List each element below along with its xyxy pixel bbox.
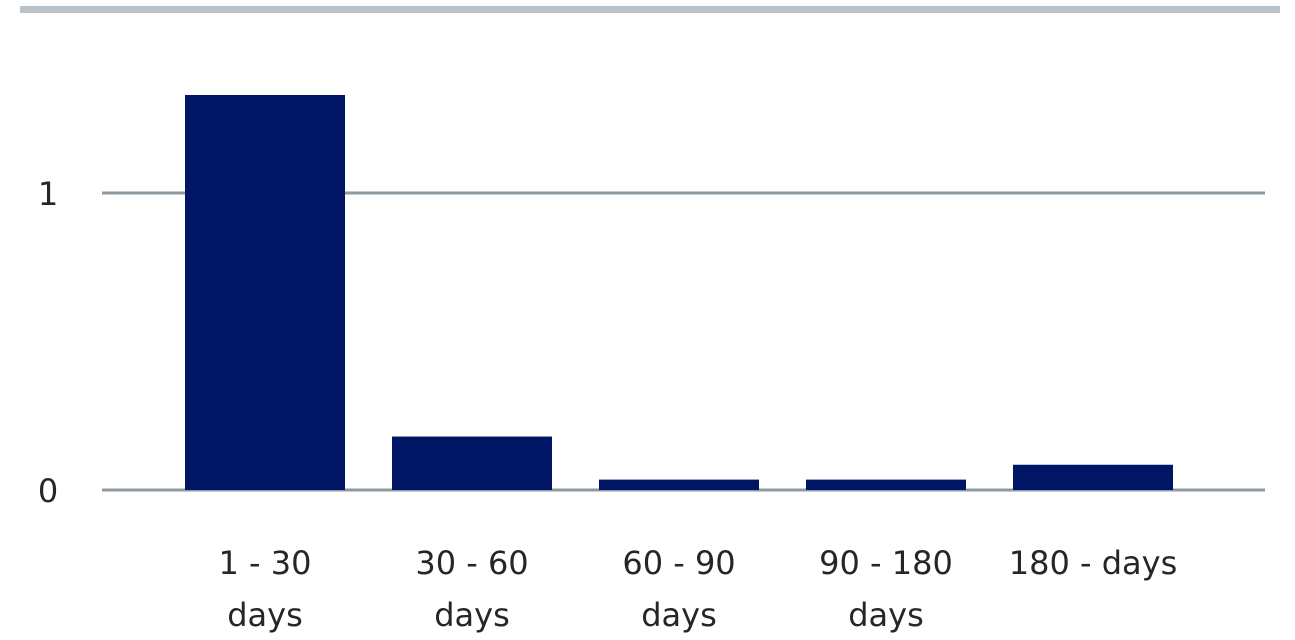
x-tick-label-line: 60 - 90 xyxy=(622,544,735,582)
x-tick-label-line: 1 - 30 xyxy=(219,544,312,582)
top-band xyxy=(20,6,1280,13)
x-tick-label: 1 - 30 days xyxy=(219,544,312,634)
y-tick-label: 1 xyxy=(38,175,58,213)
bar-4 xyxy=(806,479,966,490)
bar-5 xyxy=(1013,464,1173,490)
x-tick-label-line: days xyxy=(848,596,924,634)
bars xyxy=(185,95,1173,490)
x-tick-label-line: days xyxy=(434,596,510,634)
x-tick-label: 30 - 60 days xyxy=(415,544,528,634)
x-tick-label: 180 - days xyxy=(1009,544,1178,582)
x-tick-label-line: days xyxy=(641,596,717,634)
bar-3 xyxy=(599,479,759,490)
y-tick-labels: 01 xyxy=(38,175,58,510)
bar-1 xyxy=(185,95,345,490)
y-tick-label: 0 xyxy=(38,472,58,510)
x-tick-label-line: 180 - days xyxy=(1009,544,1178,582)
x-tick-label-line: 90 - 180 xyxy=(819,544,953,582)
x-tick-label: 60 - 90 days xyxy=(622,544,735,634)
x-tick-label-line: days xyxy=(227,596,303,634)
x-tick-label-line: 30 - 60 xyxy=(415,544,528,582)
bar-2 xyxy=(392,436,552,490)
x-tick-label: 90 - 180 days xyxy=(819,544,953,634)
